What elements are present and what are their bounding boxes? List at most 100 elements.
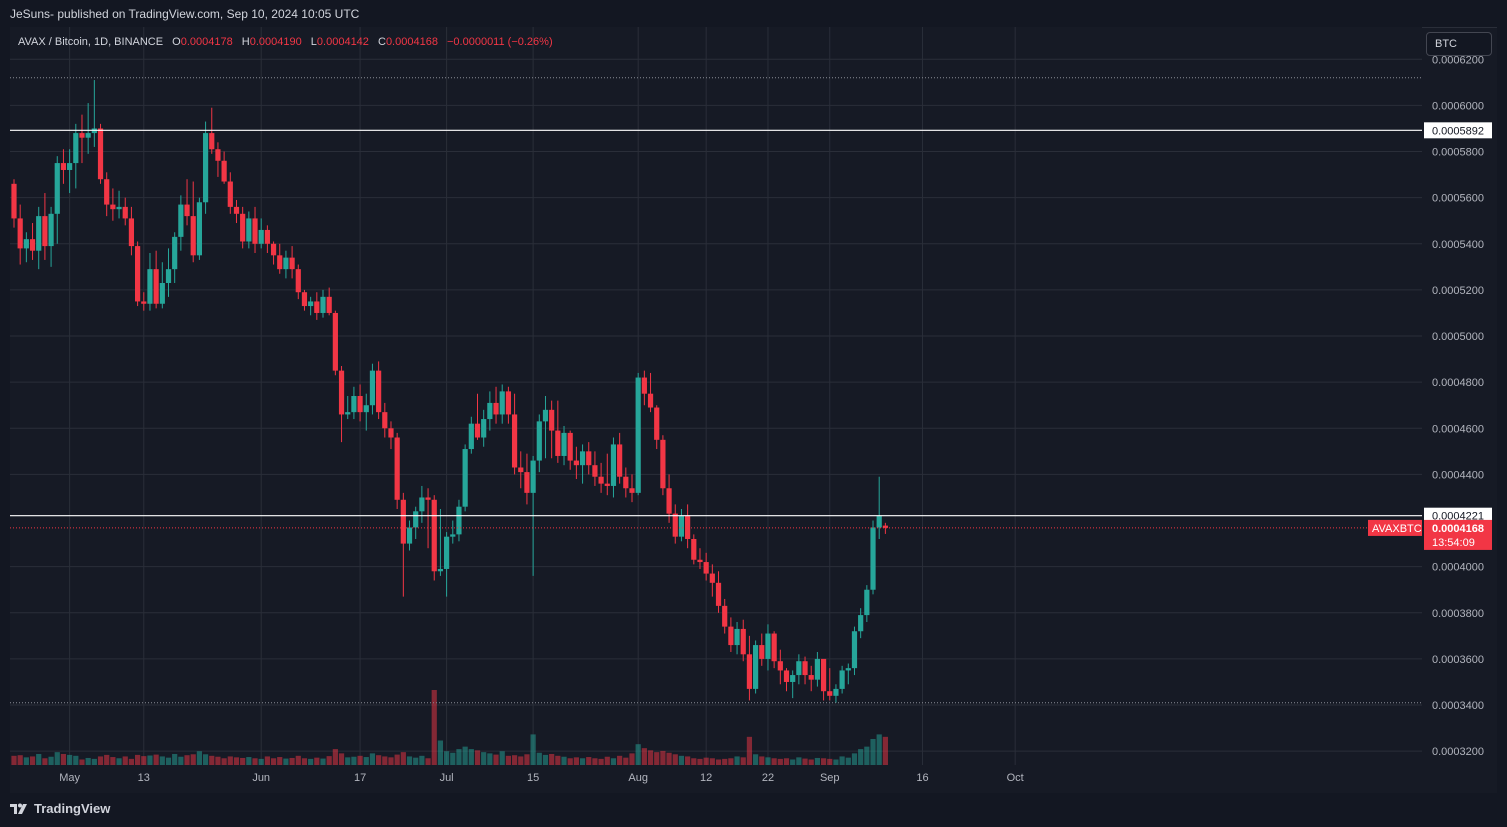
candle-body[interactable] [369, 370, 376, 406]
candle-body[interactable] [394, 437, 400, 500]
candle-body[interactable] [382, 412, 388, 429]
tradingview-brand[interactable]: TradingView [10, 801, 110, 816]
candle-body[interactable] [641, 377, 647, 394]
candle-body[interactable] [573, 460, 579, 466]
candle-body[interactable] [141, 301, 147, 304]
candle-body[interactable] [17, 218, 23, 249]
candle-body[interactable] [209, 133, 215, 150]
candle-body[interactable] [184, 204, 190, 217]
candle-body[interactable] [190, 216, 196, 256]
candle-body[interactable] [882, 525, 888, 528]
candle-body[interactable] [444, 536, 450, 569]
candle-body[interactable] [876, 515, 882, 528]
candle-body[interactable] [376, 370, 382, 413]
candle-body[interactable] [202, 133, 209, 203]
candle-body[interactable] [796, 661, 802, 676]
candle-body[interactable] [320, 296, 326, 313]
candle-body[interactable] [511, 414, 518, 468]
candle-body[interactable] [759, 645, 765, 659]
candle-body[interactable] [215, 149, 221, 161]
candle-body[interactable] [308, 301, 314, 307]
candle-body[interactable] [357, 396, 363, 413]
candle-body[interactable] [820, 658, 827, 692]
candle-body[interactable] [413, 511, 419, 528]
candle-body[interactable] [672, 513, 678, 537]
candle-body[interactable] [654, 407, 660, 440]
candle-body[interactable] [419, 497, 425, 512]
candle-body[interactable] [536, 421, 542, 461]
candle-body[interactable] [221, 160, 227, 182]
candle-body[interactable] [11, 183, 17, 219]
candle-body[interactable] [802, 661, 808, 676]
candle-body[interactable] [351, 396, 357, 413]
candle-body[interactable] [623, 476, 629, 489]
candle-body[interactable] [326, 296, 332, 313]
candle-body[interactable] [252, 218, 258, 244]
candle-body[interactable] [135, 246, 141, 302]
candle-body[interactable] [518, 467, 524, 473]
candle-body[interactable] [425, 497, 431, 500]
candle-body[interactable] [808, 675, 814, 680]
candle-body[interactable] [604, 483, 610, 486]
candle-body[interactable] [709, 573, 715, 583]
candle-body[interactable] [48, 213, 54, 247]
candle-body[interactable] [617, 444, 623, 477]
candle-body[interactable] [685, 515, 691, 539]
currency-button[interactable]: BTC [1426, 32, 1492, 56]
candle-body[interactable] [629, 488, 635, 493]
candle-body[interactable] [777, 661, 783, 671]
candle-body[interactable] [561, 432, 567, 456]
candle-body[interactable] [691, 538, 697, 560]
candle-body[interactable] [703, 562, 709, 574]
candle-body[interactable] [172, 236, 178, 270]
candle-body[interactable] [666, 488, 672, 514]
candle-body[interactable] [610, 444, 617, 486]
candle-body[interactable] [283, 257, 289, 270]
candle-body[interactable] [332, 312, 338, 371]
candle-body[interactable] [715, 582, 722, 606]
candle-body[interactable] [858, 615, 864, 632]
candle-body[interactable] [579, 451, 586, 466]
candle-body[interactable] [474, 423, 481, 438]
candle-body[interactable] [647, 393, 654, 408]
candle-body[interactable] [277, 255, 283, 270]
candle-body[interactable] [42, 216, 48, 247]
candle-body[interactable] [196, 202, 202, 256]
candle-body[interactable] [23, 239, 29, 249]
candle-body[interactable] [468, 423, 474, 450]
candle-body[interactable] [740, 628, 746, 655]
candle-body[interactable] [264, 229, 270, 244]
candle-body[interactable] [456, 506, 462, 535]
candle-body[interactable] [487, 402, 493, 420]
candle-body[interactable] [258, 229, 264, 244]
candle-body[interactable] [827, 691, 833, 696]
candle-body[interactable] [870, 527, 876, 590]
candle-body[interactable] [388, 428, 394, 438]
candle-body[interactable] [505, 391, 511, 415]
candle-body[interactable] [67, 163, 73, 170]
candle-body[interactable] [462, 449, 468, 507]
candle-body[interactable] [851, 631, 858, 669]
candle-body[interactable] [122, 206, 128, 219]
candle-body[interactable] [586, 451, 592, 466]
candle-body[interactable] [555, 430, 561, 456]
candle-body[interactable] [481, 419, 487, 438]
candle-body[interactable] [54, 163, 60, 214]
candle-body[interactable] [734, 628, 740, 646]
candle-body[interactable] [437, 568, 444, 572]
candle-body[interactable] [104, 179, 110, 205]
candle-body[interactable] [233, 206, 240, 214]
candle-body[interactable] [85, 133, 91, 138]
candle-body[interactable] [549, 409, 555, 431]
candle-body[interactable] [338, 370, 345, 415]
candle-body[interactable] [147, 269, 153, 304]
candle-body[interactable] [864, 589, 870, 616]
candle-body[interactable] [110, 204, 116, 210]
candle-body[interactable] [406, 527, 413, 544]
candle-body[interactable] [314, 301, 320, 313]
candle-body[interactable] [178, 204, 184, 237]
candle-body[interactable] [814, 658, 820, 680]
candle-body[interactable] [270, 243, 277, 256]
candle-body[interactable] [240, 213, 246, 242]
candle-body[interactable] [246, 218, 252, 242]
